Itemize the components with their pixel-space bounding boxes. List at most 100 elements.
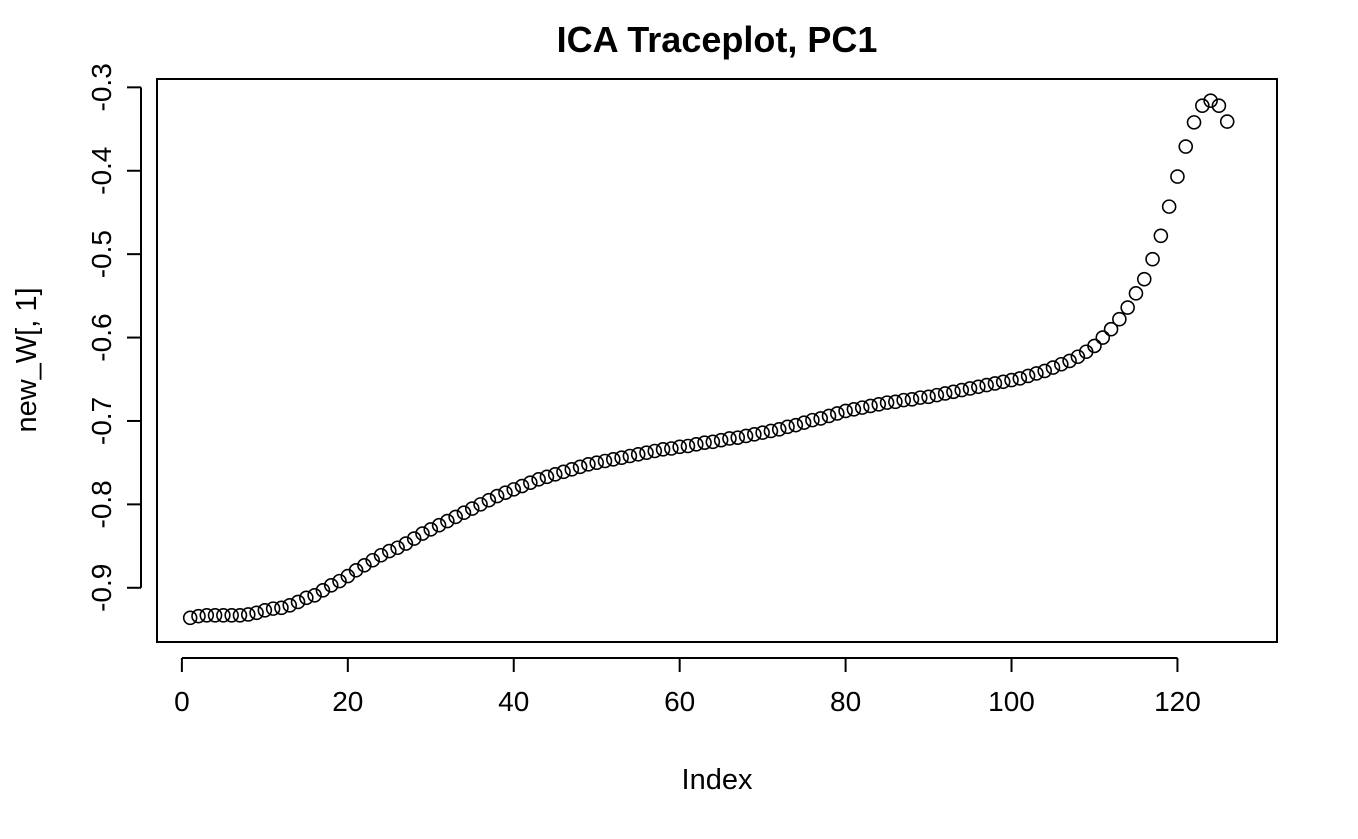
data-point [506, 482, 522, 497]
data-point [498, 485, 513, 501]
data-point [240, 607, 256, 622]
data-point [929, 387, 945, 403]
data-point [1195, 98, 1210, 113]
data-point [1070, 349, 1086, 365]
data-point [937, 386, 953, 401]
data-point [1004, 372, 1019, 388]
data-point [249, 605, 264, 621]
data-point [705, 434, 721, 450]
data-point [299, 590, 314, 606]
plot-area [156, 78, 1278, 643]
data-point [1211, 98, 1227, 113]
data-point [423, 522, 439, 537]
data-point [1120, 300, 1135, 315]
data-point [647, 443, 663, 459]
data-point [688, 437, 704, 452]
data-point [979, 377, 994, 393]
data-point [962, 381, 978, 396]
data-point [614, 450, 629, 465]
data-point [274, 600, 289, 616]
y-axis-label: new_W[, 1] [11, 287, 43, 432]
data-point [514, 478, 530, 494]
data-point [987, 376, 1003, 391]
data-point [216, 608, 231, 623]
data-point [464, 501, 480, 516]
data-point [821, 408, 837, 424]
data-point [232, 608, 248, 623]
data-point [713, 432, 729, 448]
data-point [971, 379, 986, 395]
data-point [547, 467, 563, 482]
data-point [672, 439, 687, 455]
data-point [191, 608, 206, 624]
data-point [456, 505, 472, 521]
y-tick-label: -0.7 [86, 397, 117, 445]
data-point [182, 610, 198, 626]
data-point [912, 390, 928, 405]
data-point [1029, 366, 1044, 381]
data-point [315, 582, 331, 598]
data-point [415, 526, 430, 541]
data-point [730, 430, 746, 445]
data-point [1087, 338, 1102, 354]
y-tick-label: -0.6 [86, 313, 117, 361]
data-point [531, 472, 546, 487]
data-point [771, 422, 787, 437]
data-point [381, 543, 397, 559]
data-point [207, 608, 223, 623]
data-point [431, 517, 447, 533]
data-point [1037, 363, 1053, 379]
data-point [365, 552, 381, 568]
data-point [572, 459, 588, 475]
chart-title: ICA Traceplot, PC1 [557, 19, 878, 60]
data-point [680, 438, 696, 454]
data-point [282, 598, 298, 613]
x-axis-label: Index [682, 764, 753, 796]
data-point [489, 488, 505, 504]
data-point [440, 513, 455, 529]
data-point [348, 562, 364, 578]
data-point [879, 395, 895, 410]
data-point [199, 608, 215, 623]
x-tick-label: 100 [988, 686, 1035, 717]
y-tick-label: -0.5 [86, 230, 117, 278]
data-point [473, 497, 488, 512]
y-tick-label: -0.8 [86, 480, 117, 528]
data-point [1186, 115, 1202, 130]
data-point [398, 536, 414, 551]
data-point [863, 398, 878, 414]
x-tick-label: 60 [664, 686, 695, 717]
data-point [481, 492, 497, 508]
data-point [1219, 114, 1235, 129]
data-point [332, 573, 347, 589]
data-point [290, 594, 306, 610]
data-point [697, 435, 712, 450]
data-point [1161, 199, 1177, 214]
data-point [1178, 139, 1194, 154]
data-point [1012, 371, 1028, 386]
data-point [780, 419, 795, 435]
data-point [1112, 311, 1127, 327]
data-point [539, 469, 555, 485]
data-point [664, 441, 679, 456]
data-point [796, 415, 812, 430]
data-point [1045, 360, 1061, 375]
data-point [448, 509, 463, 525]
data-point [995, 374, 1011, 390]
x-axis: 0 20 40 60 80 100 120 [174, 657, 1201, 717]
data-point [1203, 93, 1218, 108]
data-point [1136, 271, 1152, 287]
data-point [390, 540, 405, 556]
data-point [1020, 368, 1036, 384]
data-point [523, 475, 538, 490]
data-point [1062, 353, 1077, 369]
data-point [556, 464, 571, 480]
y-tick-label: -0.9 [86, 564, 117, 612]
y-axis: -0.9 -0.8 -0.7 -0.6 -0.5 -0.4 -0.3 [86, 63, 142, 612]
data-point [871, 396, 887, 412]
data-point [1095, 330, 1111, 345]
data-point [829, 406, 845, 421]
data-point [655, 442, 671, 457]
data-point [755, 425, 770, 440]
